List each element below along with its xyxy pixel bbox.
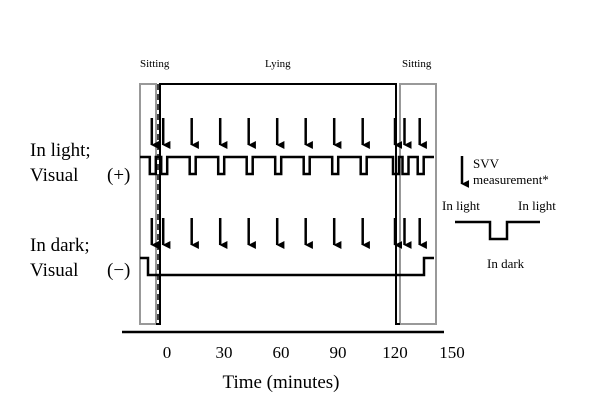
sitting-box-right (399, 83, 437, 325)
legend-in-dark: In dark (487, 256, 525, 271)
time-axis-label: Time (minutes) (223, 372, 340, 393)
tick-label-30: 30 (216, 343, 233, 362)
legend-in-light-right: In light (518, 198, 556, 213)
svv-arrows-light (150, 118, 427, 149)
phase-label-sitting-left: Sitting (140, 58, 170, 70)
light-signal-trace (140, 155, 434, 176)
row-light-label-line2: Visual (30, 165, 78, 186)
phase-label-sitting-right: Sitting (402, 58, 432, 70)
tick-label-150: 150 (439, 343, 465, 362)
row-light-label-line1: In light; (30, 140, 91, 161)
dark-signal-trace (140, 256, 434, 277)
phase-label-lying: Lying (265, 58, 291, 70)
lying-box (156, 83, 400, 325)
row-dark-sign: (−) (107, 260, 130, 281)
tick-label-60: 60 (273, 343, 290, 362)
time-axis-ticks: 0 30 60 90 120 150 (163, 343, 465, 362)
row-light-sign: (+) (107, 165, 130, 186)
tick-label-120: 120 (382, 343, 408, 362)
legend-in-light-left: In light (442, 198, 480, 213)
legend-measurement: measurement* (473, 172, 549, 187)
legend-svv: SVV (473, 156, 500, 171)
row-dark-label-line1: In dark; (30, 235, 90, 256)
sitting-box-left (139, 83, 157, 325)
legend-light-dark-trace (455, 220, 540, 241)
row-dark-label-line2: Visual (30, 260, 78, 281)
tick-label-90: 90 (330, 343, 347, 362)
tick-label-0: 0 (163, 343, 172, 362)
svv-arrows-dark (150, 218, 427, 249)
